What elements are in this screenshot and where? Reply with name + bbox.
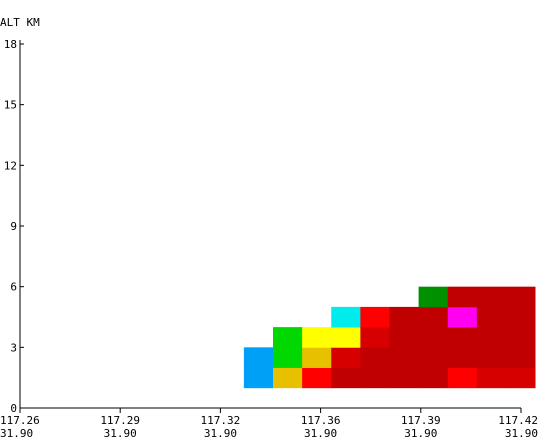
- reflectivity-cell: [476, 306, 507, 328]
- reflectivity-cell: [476, 347, 507, 368]
- x-tick-label-lon: 117.29: [100, 414, 140, 427]
- x-tick-label-lon: 117.26: [0, 414, 40, 427]
- x-tick-label-lon: 117.36: [301, 414, 341, 427]
- reflectivity-cell: [302, 347, 332, 368]
- x-tick-label-lon: 117.42: [498, 414, 538, 427]
- reflectivity-cell: [273, 327, 303, 348]
- reflectivity-cell: [505, 327, 536, 348]
- reflectivity-cell: [389, 347, 420, 368]
- reflectivity-cell: [447, 327, 478, 348]
- reflectivity-cell: [360, 327, 390, 348]
- axes: [19, 40, 521, 409]
- reflectivity-cell: [243, 347, 274, 368]
- x-tick-label-lat: 31.90: [104, 427, 137, 440]
- reflectivity-cell: [360, 367, 390, 389]
- x-tick-label-lat: 31.90: [304, 427, 337, 440]
- reflectivity-cell: [476, 367, 507, 389]
- y-tick-label: 9: [10, 220, 17, 233]
- reflectivity-cell: [360, 306, 390, 328]
- reflectivity-cell: [331, 306, 361, 328]
- reflectivity-cell: [447, 286, 478, 308]
- reflectivity-cell: [302, 367, 332, 389]
- x-tick-label-lat: 31.90: [505, 427, 538, 440]
- y-axis-label: ALT KM: [0, 16, 40, 29]
- y-tick-label: 0: [10, 402, 17, 415]
- reflectivity-cell: [331, 367, 361, 389]
- reflectivity-cell: [447, 367, 478, 389]
- reflectivity-cell: [418, 347, 449, 368]
- reflectivity-cell: [302, 327, 332, 348]
- reflectivity-cell: [447, 306, 478, 328]
- y-tick-label: 15: [4, 99, 17, 112]
- reflectivity-cell: [505, 347, 536, 368]
- x-ticks: 117.2631.90117.2931.90117.3231.90117.363…: [0, 408, 538, 440]
- reflectivity-cell: [273, 347, 303, 368]
- y-tick-label: 3: [10, 341, 17, 354]
- reflectivity-cell: [418, 327, 449, 348]
- reflectivity-cell: [243, 367, 274, 389]
- reflectivity-cell: [389, 367, 420, 389]
- x-tick-label-lat: 31.90: [404, 427, 437, 440]
- reflectivity-cell: [447, 347, 478, 368]
- reflectivity-cell: [389, 306, 420, 328]
- reflectivity-cell: [418, 306, 449, 328]
- reflectivity-cell: [273, 367, 303, 389]
- reflectivity-cell: [360, 347, 390, 368]
- x-tick-label-lat: 31.90: [204, 427, 237, 440]
- y-tick-label: 12: [4, 159, 17, 172]
- x-tick-label-lon: 117.32: [201, 414, 241, 427]
- reflectivity-cell: [505, 306, 536, 328]
- x-tick-label-lat: 31.90: [0, 427, 33, 440]
- y-tick-label: 6: [10, 281, 17, 294]
- reflectivity-cell: [418, 286, 449, 308]
- reflectivity-cells: [243, 286, 536, 389]
- reflectivity-cell: [331, 347, 361, 368]
- reflectivity-cell: [505, 367, 536, 389]
- reflectivity-cell: [389, 327, 420, 348]
- reflectivity-cell: [331, 327, 361, 348]
- y-tick-label: 18: [4, 38, 17, 51]
- reflectivity-cell: [418, 367, 449, 389]
- reflectivity-cell: [476, 327, 507, 348]
- y-ticks: 0 3 6 9 12 15 18: [4, 38, 24, 415]
- reflectivity-cell: [505, 286, 536, 308]
- x-tick-label-lon: 117.39: [401, 414, 441, 427]
- reflectivity-cell: [476, 286, 507, 308]
